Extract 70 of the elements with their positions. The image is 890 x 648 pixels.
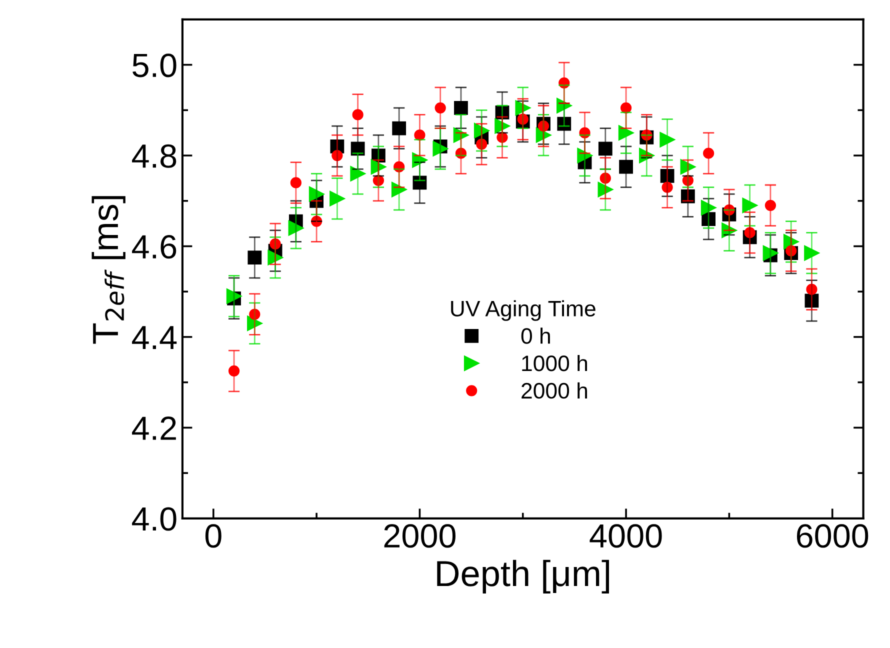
y-tick-label: 4.8: [132, 144, 176, 168]
y-tick-label: 4.2: [132, 416, 176, 440]
point: [744, 227, 756, 238]
point: [372, 174, 384, 186]
point: [660, 132, 675, 148]
point: [703, 148, 714, 159]
x-tick-label: 4000: [590, 524, 662, 548]
point: [742, 198, 758, 214]
y-tick-label: 5.0: [132, 54, 176, 78]
y-tick-label: 4.0: [132, 507, 176, 531]
legend-title: UV Aging Time: [451, 300, 596, 321]
point: [350, 166, 366, 182]
legend-label: 0 h: [521, 328, 550, 344]
point: [806, 284, 818, 295]
y-axis-title: T$_{2eff}$ [ms]: [92, 196, 126, 344]
point: [662, 182, 673, 193]
point: [268, 250, 283, 266]
point: [414, 130, 426, 141]
point: [288, 220, 304, 236]
x-axis-title: Depth [μm]: [437, 560, 609, 594]
point: [619, 160, 633, 174]
point: [454, 100, 468, 115]
point: [496, 132, 508, 143]
point: [786, 245, 797, 256]
point: [434, 102, 446, 114]
point: [700, 200, 716, 216]
x-tick-label: 0: [205, 524, 222, 548]
legend-label: 1000 h: [522, 354, 588, 372]
point: [762, 245, 778, 261]
point: [557, 116, 572, 131]
point: [308, 186, 324, 202]
point: [682, 174, 694, 186]
point: [618, 125, 634, 140]
point: [598, 142, 612, 156]
point: [226, 288, 242, 304]
point: [270, 238, 281, 250]
point: [538, 120, 550, 132]
point: [392, 121, 406, 136]
point: [370, 159, 386, 174]
point: [228, 365, 240, 377]
point: [432, 141, 448, 156]
point: [248, 250, 262, 265]
point: [412, 176, 427, 190]
point: [536, 127, 552, 143]
point: [660, 168, 674, 183]
point: [620, 102, 632, 114]
point: [804, 294, 819, 308]
point: [330, 190, 345, 206]
point: [249, 308, 260, 320]
point: [352, 109, 364, 120]
y-tick-label: 4.6: [132, 235, 176, 259]
y-tick-label: 4.4: [132, 326, 177, 350]
point: [702, 212, 716, 226]
point: [764, 200, 776, 211]
point: [515, 100, 531, 116]
x-tick-label: 6000: [796, 524, 868, 548]
point: [290, 177, 302, 188]
point: [474, 122, 490, 138]
point: [600, 172, 611, 184]
x-tick-label: 2000: [384, 524, 456, 548]
point: [476, 138, 488, 150]
point: [598, 182, 614, 198]
point: [517, 114, 528, 125]
legend-label: 2000 h: [522, 382, 588, 399]
point: [332, 150, 343, 162]
point: [247, 316, 262, 331]
point: [783, 234, 799, 250]
point: [680, 159, 696, 174]
point: [494, 118, 510, 134]
point: [804, 245, 820, 261]
